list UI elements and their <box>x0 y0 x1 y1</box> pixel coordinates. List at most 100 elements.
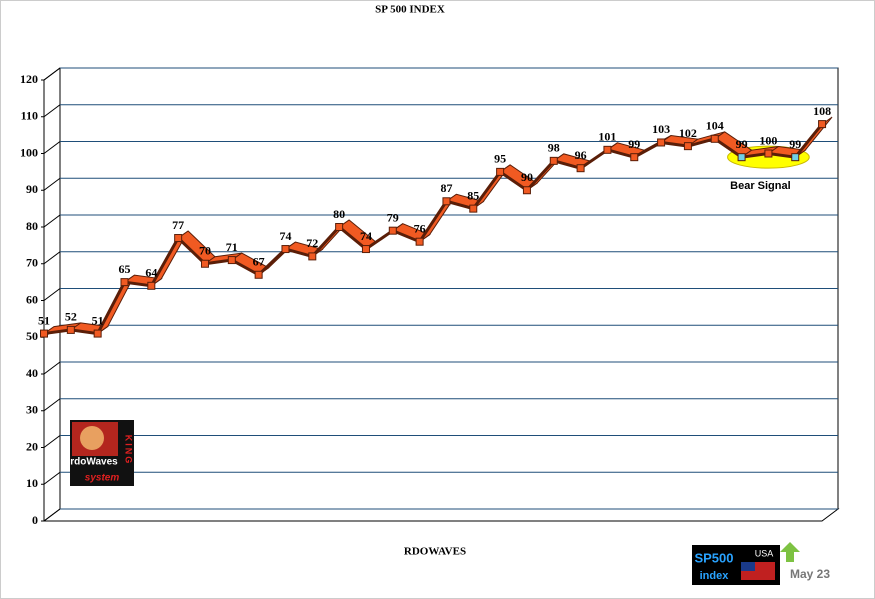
marker <box>737 153 746 162</box>
annotation: Bear Signal <box>730 180 791 192</box>
badge: SP500 index USA May 23 <box>692 542 830 585</box>
marker <box>522 186 531 195</box>
badge-country: USA <box>755 548 774 558</box>
marker <box>603 145 612 154</box>
badge-subtitle: index <box>700 570 730 582</box>
data-label: 90 <box>521 170 533 184</box>
grid-line-side <box>43 251 61 265</box>
grid-line-side <box>43 141 61 154</box>
data-label: 99 <box>628 137 640 151</box>
logo-name: rdoWaves <box>70 457 118 468</box>
y-tick-label: 110 <box>21 109 38 123</box>
data-label: 80 <box>333 207 345 221</box>
marker <box>683 142 692 151</box>
marker <box>630 153 639 162</box>
marker <box>335 223 344 231</box>
data-label: 79 <box>387 210 399 224</box>
marker <box>147 281 156 290</box>
data-label: 101 <box>598 130 616 144</box>
y-tick-label: 70 <box>26 256 38 270</box>
data-label: 103 <box>652 122 670 136</box>
data-label: 71 <box>226 240 238 254</box>
y-tick-label: 0 <box>32 513 38 527</box>
data-label: 72 <box>306 236 318 250</box>
marker <box>388 226 397 235</box>
data-label: 74 <box>279 229 291 243</box>
marker <box>200 259 209 268</box>
data-label: 70 <box>199 244 211 258</box>
chart-title: SP 500 INDEX <box>375 4 445 16</box>
y-tick-label: 90 <box>26 182 38 196</box>
marker <box>93 329 102 338</box>
marker <box>442 197 451 206</box>
grid-line-side <box>43 67 61 81</box>
grid-line-side <box>43 435 61 448</box>
marker <box>281 245 290 254</box>
y-tick-label: 120 <box>20 72 38 86</box>
data-label: 96 <box>575 148 587 162</box>
y-tick-label: 30 <box>26 403 38 417</box>
data-label: 74 <box>360 229 372 243</box>
marker <box>174 234 183 243</box>
grid-line-side <box>43 177 61 191</box>
data-label: 99 <box>789 137 801 151</box>
data-label: 52 <box>65 310 77 324</box>
marker <box>361 245 370 254</box>
grid-line-side <box>43 398 61 412</box>
logo-tag: system <box>85 473 120 484</box>
grid-line-side <box>43 214 61 228</box>
marker <box>710 134 719 143</box>
data-label: 100 <box>759 133 777 147</box>
flag-canton <box>741 562 755 571</box>
y-tick-label: 80 <box>26 219 38 233</box>
marker <box>576 164 585 173</box>
marker <box>496 167 505 176</box>
grid-line-side <box>43 508 61 522</box>
line <box>43 123 824 336</box>
grid-line-side <box>43 471 61 485</box>
data-label: 77 <box>172 218 184 232</box>
marker <box>818 120 827 129</box>
data-label: 67 <box>253 255 265 269</box>
floor <box>42 508 840 522</box>
badge-title: SP500 <box>694 550 733 565</box>
marker <box>791 153 800 162</box>
y-tick-label: 40 <box>26 366 38 380</box>
badge-date: May 23 <box>790 567 830 581</box>
marker <box>657 138 666 147</box>
data-label: 51 <box>92 313 104 327</box>
data-label: 95 <box>494 152 506 166</box>
y-tick-label: 10 <box>26 476 38 490</box>
data-label: 104 <box>706 119 724 133</box>
up-arrow <box>780 542 800 562</box>
marker <box>254 270 263 279</box>
data-label: 76 <box>414 221 426 235</box>
marker <box>308 252 317 261</box>
marker <box>469 204 478 213</box>
marker <box>40 329 48 338</box>
marker <box>227 256 236 265</box>
y-tick-label: 100 <box>20 145 38 159</box>
data-label: 51 <box>38 313 50 327</box>
logo: rdoWaves KING system <box>70 420 134 486</box>
logo-face <box>80 426 104 450</box>
data-label: 65 <box>118 262 130 276</box>
grid-line-side <box>43 104 61 118</box>
data-label: 102 <box>679 126 697 140</box>
data-label: 64 <box>145 266 157 280</box>
y-tick-label: 50 <box>26 329 38 343</box>
marker <box>415 237 424 246</box>
y-tick-label: 60 <box>26 292 38 306</box>
x-axis-label: RDOWAVES <box>404 546 466 558</box>
logo-side: KING <box>124 435 134 466</box>
data-label: 98 <box>548 141 560 155</box>
y-tick-label: 20 <box>26 439 38 453</box>
marker <box>549 156 558 165</box>
data-label: 99 <box>736 137 748 151</box>
grid-line-side <box>43 288 61 301</box>
data-label: 108 <box>813 104 831 118</box>
marker <box>66 325 75 334</box>
data-label: 85 <box>467 188 479 202</box>
grid-line-side <box>43 361 61 375</box>
